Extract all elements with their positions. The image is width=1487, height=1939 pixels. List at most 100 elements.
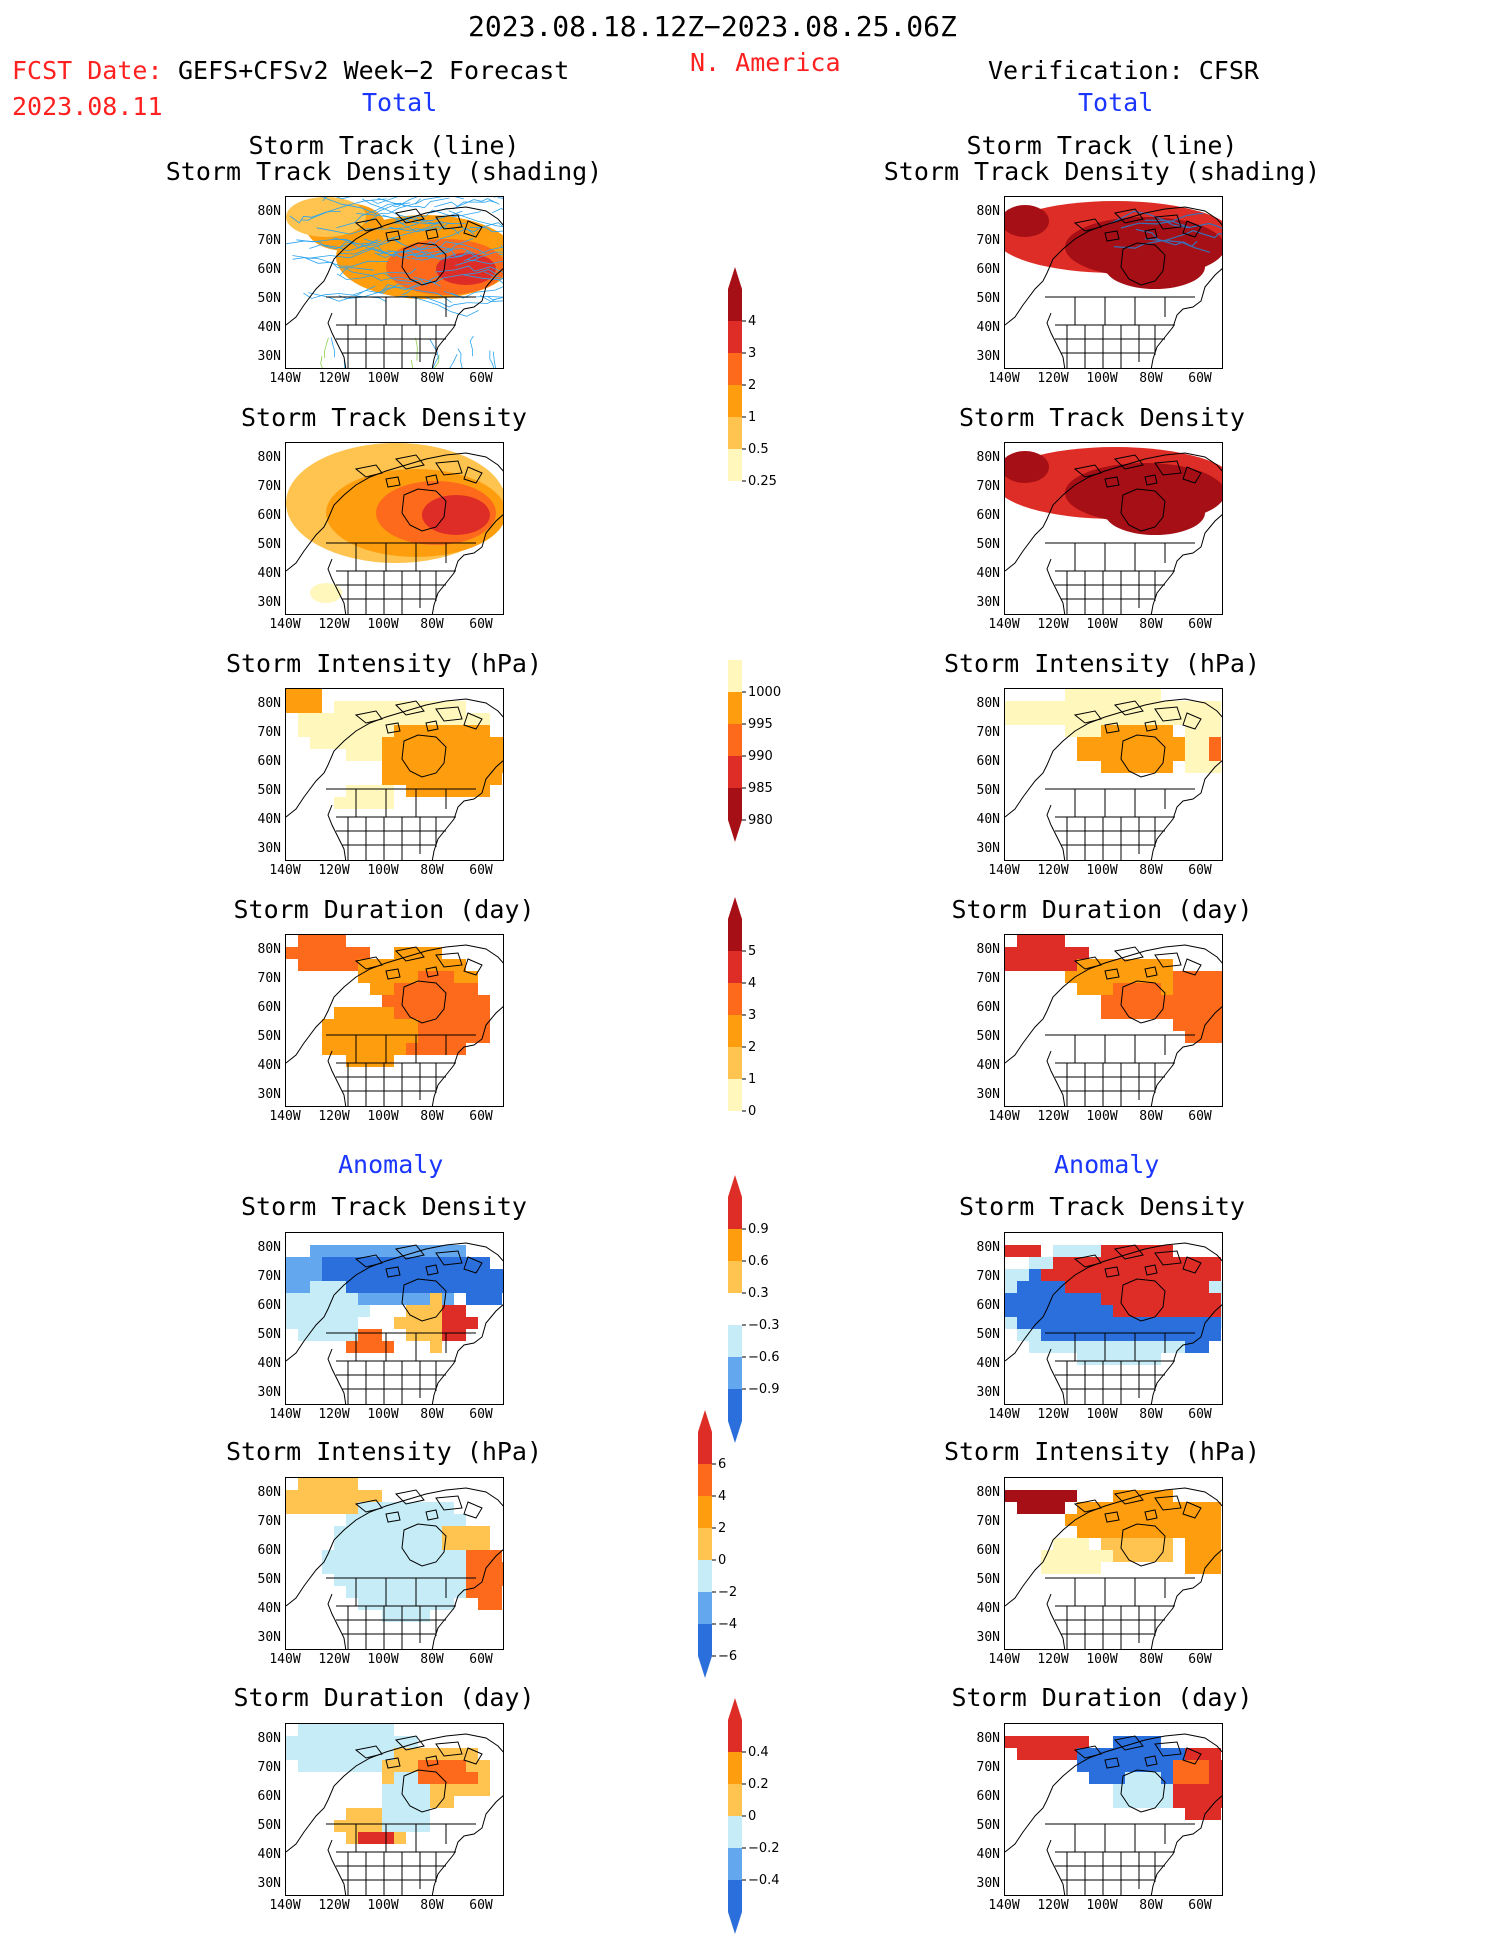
storm-track-line bbox=[410, 359, 414, 368]
lon-label: 100W bbox=[367, 863, 399, 878]
hudson-bay bbox=[1120, 1523, 1166, 1567]
colorbar-anom-density-tick-label: 0.9 bbox=[748, 1222, 769, 1237]
storm-track-line bbox=[1108, 210, 1189, 229]
lat-label: 50N bbox=[257, 1327, 281, 1342]
fcst-date-label: FCST Date: bbox=[12, 56, 163, 85]
map-panel-density-right bbox=[1004, 442, 1223, 615]
lon-label: 140W bbox=[988, 1652, 1020, 1667]
lon-label: 60W bbox=[469, 371, 493, 386]
storm-track-line bbox=[448, 210, 503, 228]
panel-title-track-shading-left: Storm Track Density (shading) bbox=[165, 157, 603, 186]
lat-label: 50N bbox=[976, 1029, 1000, 1044]
hudson-bay bbox=[401, 242, 447, 286]
lat-label: 40N bbox=[257, 320, 281, 335]
lat-label: 50N bbox=[257, 291, 281, 306]
shading-3 bbox=[1173, 1760, 1209, 1784]
storm-track-line bbox=[467, 251, 503, 262]
lat-label: 30N bbox=[976, 1385, 1000, 1400]
coastline bbox=[286, 698, 503, 860]
storm-track-line bbox=[415, 337, 418, 361]
colorbar-density-tick-label: 4 bbox=[748, 314, 756, 329]
colorbar-anom-density-arrow-top bbox=[728, 1175, 742, 1197]
lat-label: 80N bbox=[976, 450, 1000, 465]
lon-label: 120W bbox=[318, 1407, 350, 1422]
lon-label: 120W bbox=[1037, 1898, 1069, 1913]
lon-label: 60W bbox=[1188, 1109, 1212, 1124]
lat-label: 80N bbox=[257, 1485, 281, 1500]
lat-label: 70N bbox=[257, 725, 281, 740]
panel-title-track-line-left: Storm Track (line) bbox=[248, 131, 520, 160]
shading-1 bbox=[1065, 959, 1185, 995]
arctic-islands bbox=[354, 946, 483, 980]
storm-track-line bbox=[434, 198, 500, 208]
lon-label: 120W bbox=[1037, 1652, 1069, 1667]
shading-3 bbox=[1161, 971, 1222, 1043]
lat-label: 70N bbox=[976, 233, 1000, 248]
storm-track-line bbox=[384, 273, 440, 286]
lon-label: 80W bbox=[1139, 617, 1163, 632]
lat-label: 70N bbox=[976, 725, 1000, 740]
coastline bbox=[286, 1242, 503, 1404]
lon-label: 60W bbox=[1188, 1407, 1212, 1422]
lat-label: 30N bbox=[976, 1087, 1000, 1102]
map-panel-intensity-right bbox=[1004, 688, 1223, 861]
shading-2 bbox=[454, 1269, 503, 1305]
arctic-islands bbox=[354, 208, 483, 242]
lon-label: 120W bbox=[318, 863, 350, 878]
panel-title-anom-density-right: Storm Track Density bbox=[959, 1192, 1245, 1221]
lat-label: 80N bbox=[257, 942, 281, 957]
lat-label: 50N bbox=[257, 783, 281, 798]
coastline bbox=[1005, 698, 1222, 860]
lon-label: 60W bbox=[469, 617, 493, 632]
lat-label: 80N bbox=[976, 1731, 1000, 1746]
shading-3 bbox=[422, 495, 490, 535]
lon-label: 60W bbox=[1188, 863, 1212, 878]
lat-label: 50N bbox=[976, 1572, 1000, 1587]
colorbar-duration-segment bbox=[728, 1047, 742, 1079]
lon-label: 60W bbox=[469, 863, 493, 878]
forecast-source: GEFS+CFSv2 Week−2 Forecast bbox=[178, 56, 570, 85]
lat-label: 80N bbox=[257, 1240, 281, 1255]
colorbar-anom-intensity-segment bbox=[698, 1624, 712, 1656]
coastline bbox=[286, 1487, 503, 1649]
panel-title-intensity-left: Storm Intensity (hPa) bbox=[225, 649, 543, 678]
colorbar-anom-intensity-tick-label: 6 bbox=[718, 1457, 726, 1472]
storm-track-line bbox=[407, 251, 478, 259]
colorbar-anom-intensity-arrow-top bbox=[698, 1410, 712, 1432]
state-borders bbox=[1045, 788, 1195, 860]
colorbar-density-segment bbox=[728, 449, 742, 481]
lat-label: 50N bbox=[257, 1818, 281, 1833]
panel-title-intensity-right: Storm Intensity (hPa) bbox=[943, 649, 1261, 678]
lat-label: 30N bbox=[976, 1876, 1000, 1891]
colorbar-anom-duration-tick-label: 0.2 bbox=[748, 1777, 769, 1792]
colorbar-duration-segment bbox=[728, 1079, 742, 1111]
colorbar-anom-duration-segment bbox=[728, 1880, 742, 1912]
lat-label: 70N bbox=[257, 971, 281, 986]
colorbar-anom-density: 0.9 0.6 0.3 −0.3 −0.6 −0.9 bbox=[728, 1175, 780, 1443]
colorbar-density-segment bbox=[728, 353, 742, 385]
colorbar-density-segment bbox=[728, 321, 742, 353]
storm-track-line bbox=[393, 251, 457, 261]
map-panel-track-right bbox=[1004, 196, 1223, 369]
lat-label: 40N bbox=[257, 1847, 281, 1862]
map-density-left bbox=[286, 443, 503, 614]
colorbar-anom-density-segment bbox=[728, 1261, 742, 1293]
storm-track-line bbox=[430, 200, 498, 214]
lon-label: 100W bbox=[1086, 1652, 1118, 1667]
colorbar-anom-intensity-tick-label: 4 bbox=[718, 1489, 726, 1504]
arctic-islands bbox=[1073, 454, 1202, 488]
coastline bbox=[1005, 1242, 1222, 1404]
coastline bbox=[1005, 1733, 1222, 1895]
lat-label: 60N bbox=[976, 1789, 1000, 1804]
lon-label: 120W bbox=[318, 371, 350, 386]
colorbar-density-tick-label: 2 bbox=[748, 378, 756, 393]
lat-label: 30N bbox=[257, 349, 281, 364]
lon-label: 140W bbox=[269, 1407, 301, 1422]
lon-label: 140W bbox=[988, 1407, 1020, 1422]
shading-4 bbox=[286, 197, 366, 237]
colorbar-density-segment bbox=[728, 289, 742, 321]
arctic-islands bbox=[1073, 1735, 1202, 1769]
colorbar-anom-intensity-segment bbox=[698, 1496, 712, 1528]
storm-track-line bbox=[489, 350, 495, 368]
shading-0 bbox=[1005, 1490, 1077, 1514]
